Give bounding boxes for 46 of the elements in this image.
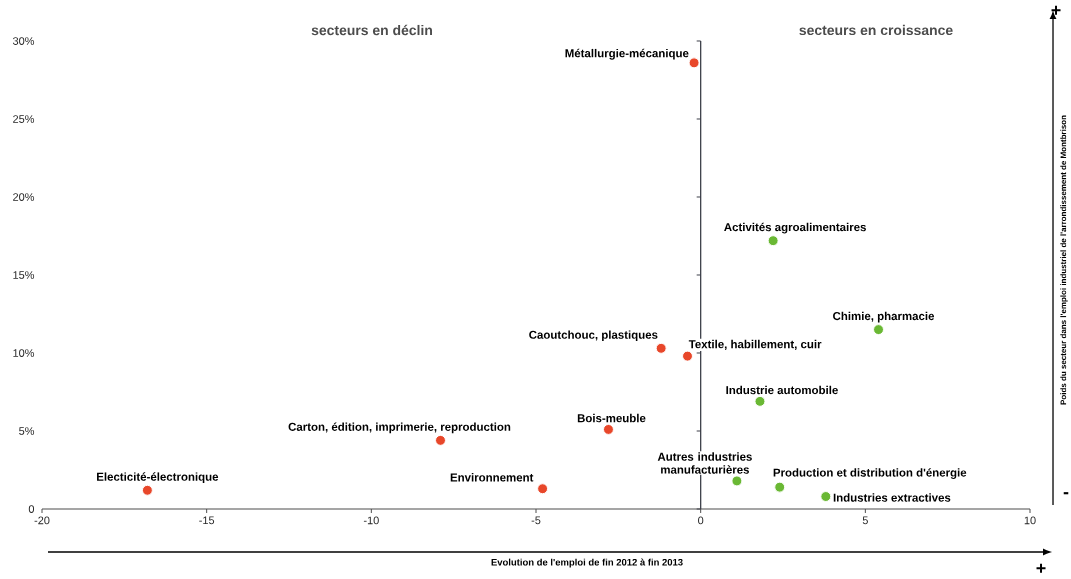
annotation: Production et distribution d'énergie <box>773 468 967 479</box>
x-tick-label: 5 <box>862 516 868 525</box>
point <box>767 235 779 247</box>
annotation: Métallurgie-mécanique <box>565 48 689 60</box>
annotation: Caoutchouc, plastiques <box>529 330 658 342</box>
y-tick-label: 0 <box>28 505 35 513</box>
point <box>602 423 614 435</box>
annotation: Electicité-électronique <box>97 472 219 484</box>
text: secteurs en croissance <box>799 24 953 36</box>
x-tick-label: -15 <box>199 516 215 525</box>
y-tick-label: 20% <box>13 193 35 201</box>
point <box>820 491 832 502</box>
x-tick-label: -20 <box>34 516 50 525</box>
point <box>537 483 549 495</box>
point <box>774 481 786 493</box>
annotation: Chimie, pharmacie <box>833 311 935 323</box>
annotation: Industrie automobile <box>726 385 838 395</box>
text: secteurs en déclin <box>311 24 432 36</box>
annotation: Bois-meuble <box>577 413 646 423</box>
x-tick-label: 10 <box>1024 516 1036 525</box>
x-tick-label: -10 <box>363 516 379 525</box>
text: + <box>1036 563 1046 573</box>
y-tick-label: 25% <box>13 115 35 123</box>
point <box>435 434 446 446</box>
annotation: Autres industries manufacturières <box>657 452 752 474</box>
annotation: Industries extractives <box>833 493 951 502</box>
point <box>682 350 693 362</box>
text: - <box>1063 492 1069 495</box>
annotation: Environnement <box>450 473 534 482</box>
y-tick-label: 30% <box>12 37 35 45</box>
annotation: Activités agroalimentaires <box>724 222 866 234</box>
text: + <box>1051 5 1061 15</box>
y-tick-label: 5% <box>19 427 35 435</box>
x-tick-label: -5 <box>531 516 541 525</box>
point <box>754 395 766 407</box>
point <box>655 342 667 354</box>
y-tick-label: 15% <box>13 271 35 279</box>
y-tick-label: 10% <box>13 349 35 357</box>
point <box>141 484 153 496</box>
x-tick-label: 0 <box>698 516 704 525</box>
point <box>873 324 884 336</box>
annotation: Carton, édition, imprimerie, reproduction <box>288 422 511 434</box>
annotation: Textile, habillement, cuir <box>688 339 822 350</box>
point <box>688 57 700 69</box>
point <box>731 475 743 487</box>
x-axis-title: Evolution de l'emploi de fin 2012 à fin 2013 <box>491 558 683 568</box>
